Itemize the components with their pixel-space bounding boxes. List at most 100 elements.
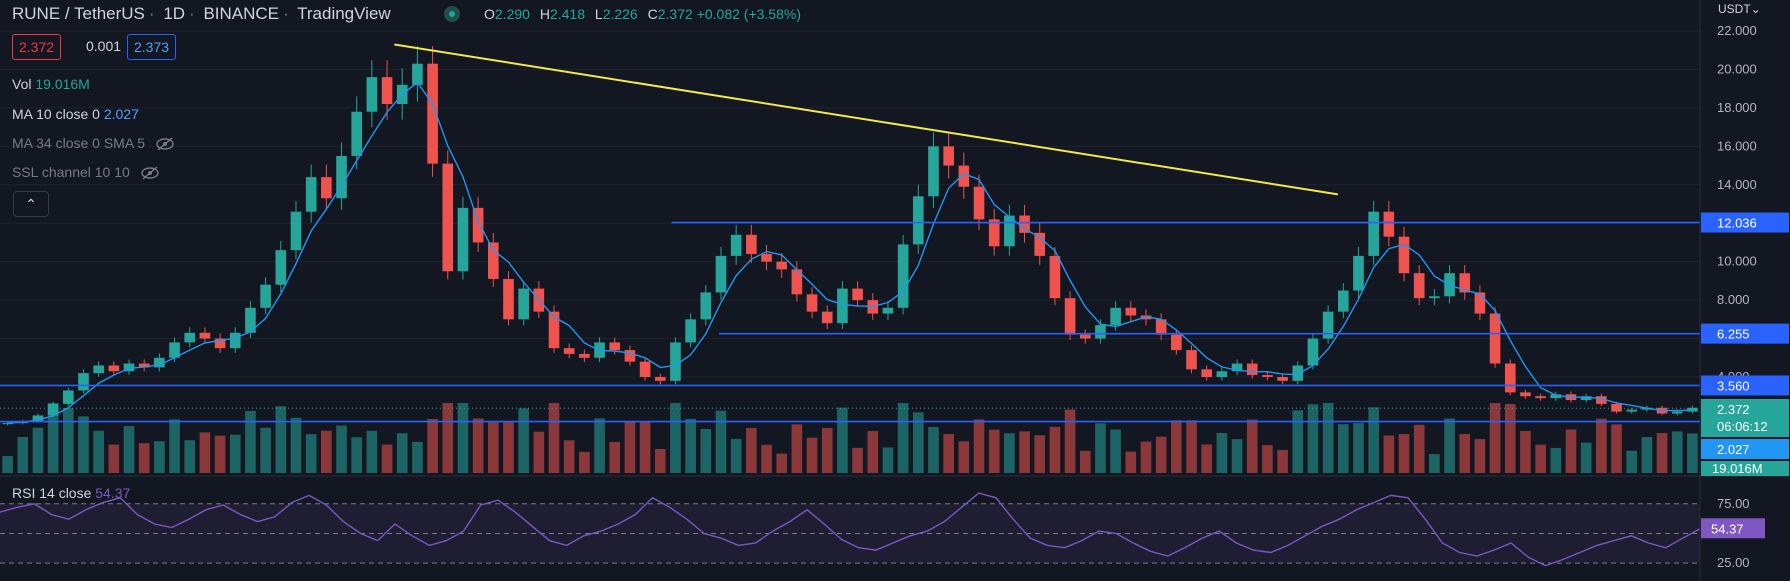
- candle-body: [1550, 394, 1562, 399]
- candle-body: [169, 342, 180, 358]
- candle-body: [1201, 369, 1213, 377]
- ma-10-line: [7, 81, 1693, 424]
- market-status-icon[interactable]: [444, 6, 460, 22]
- volume-bar: [1535, 444, 1546, 473]
- volume-bar: [381, 444, 393, 473]
- volume-bar: [1307, 404, 1319, 473]
- candle-body: [837, 288, 848, 324]
- rsi-tick-label: 25.00: [1717, 555, 1750, 570]
- y-tick-label: 18.000: [1717, 100, 1757, 115]
- level-mid-tag: 6.255: [1717, 327, 1750, 342]
- volume-bar: [1429, 454, 1440, 473]
- volume-bar: [1353, 423, 1364, 473]
- volume-bar: [169, 419, 180, 473]
- hidden-eye-icon[interactable]: [155, 137, 175, 151]
- candle-body: [427, 63, 438, 164]
- candle-body: [609, 342, 621, 351]
- level-mid-tag-bg: [1701, 323, 1789, 344]
- volume-bar: [806, 437, 818, 473]
- volume-bar: [563, 440, 575, 473]
- candle-body: [1504, 363, 1516, 393]
- volume-bar: [1049, 426, 1061, 473]
- volume-bar: [1231, 439, 1243, 473]
- candle-body: [821, 311, 833, 324]
- candle-body: [1611, 403, 1622, 412]
- volume-bars: [2, 403, 1698, 473]
- candle-body: [1004, 215, 1015, 247]
- vol-legend[interactable]: Vol 19.016M: [12, 76, 90, 92]
- y-tick-label: 16.000: [1717, 138, 1757, 153]
- candle-body: [1277, 377, 1288, 381]
- last-price-tag: 2.372: [1717, 402, 1750, 417]
- rsi-legend[interactable]: RSI 14 close 54.37: [12, 485, 131, 501]
- candle-body: [928, 146, 939, 197]
- volume-bar: [548, 403, 560, 473]
- volume-bar: [487, 422, 499, 473]
- candle-body: [138, 363, 150, 368]
- candle-body: [184, 332, 196, 343]
- candle-body: [1064, 298, 1076, 335]
- level-low-tag: 3.560: [1717, 378, 1750, 393]
- volume-bar: [1504, 403, 1516, 473]
- volume-bar: [1459, 433, 1471, 473]
- interval[interactable]: 1D: [163, 4, 186, 23]
- ohlc-values: O2.290 H2.418 L2.226 C2.372 +0.082 (+3.5…: [484, 6, 801, 22]
- low-value: 2.226: [602, 6, 638, 22]
- candle-body: [1034, 232, 1046, 256]
- candle-body: [563, 348, 575, 354]
- level-high-tag-bg: [1701, 212, 1789, 233]
- volume-bar: [396, 433, 408, 473]
- candle-body: [1687, 407, 1698, 412]
- volume-bar: [1565, 429, 1577, 473]
- volume-bar: [852, 447, 863, 473]
- ma34-legend[interactable]: MA 34 close 0 SMA 5: [12, 135, 175, 151]
- candle-body: [639, 361, 651, 377]
- ma-legend[interactable]: MA 10 close 0 2.027: [12, 106, 139, 122]
- volume-bar: [1641, 437, 1653, 473]
- price-axis[interactable]: 22.00020.00018.00016.00014.00012.00010.0…: [1699, 0, 1789, 581]
- rsi-tick-label: 75.00: [1717, 496, 1750, 511]
- candle-body: [791, 269, 803, 295]
- volume-bar: [260, 427, 271, 473]
- hidden-eye-icon[interactable]: [140, 166, 160, 180]
- candle-body: [487, 242, 499, 279]
- candle-body: [199, 332, 211, 339]
- volume-bar: [518, 408, 529, 473]
- volume-bar: [412, 441, 423, 473]
- volume-bar: [1171, 420, 1182, 473]
- sell-price-button[interactable]: 2.372: [12, 34, 62, 60]
- volume-bar: [715, 410, 727, 473]
- candle-body: [518, 288, 529, 320]
- candle-body: [1155, 319, 1167, 335]
- candle-body: [1368, 211, 1379, 256]
- volume-bar: [123, 426, 135, 473]
- volume-bar: [1656, 433, 1668, 473]
- candle-body: [336, 155, 347, 199]
- y-tick-label: 22.000: [1717, 23, 1757, 38]
- buy-price-button[interactable]: 2.373: [127, 34, 177, 60]
- horizontal-levels[interactable]: [0, 221, 1700, 423]
- ssl-legend[interactable]: SSL channel 10 10: [12, 164, 160, 180]
- candle-body: [1429, 296, 1440, 299]
- trendline[interactable]: [394, 43, 1339, 196]
- ma-value-tag: 2.027: [1717, 442, 1750, 457]
- candle-body: [1125, 307, 1137, 316]
- volume-bar: [62, 407, 74, 473]
- volume-bar: [1140, 441, 1152, 473]
- volume-bar: [457, 403, 469, 473]
- volume-bar: [1596, 418, 1607, 473]
- volume-bar: [594, 418, 605, 473]
- volume-bar: [108, 444, 120, 473]
- volume-bar: [1368, 407, 1379, 473]
- volume-bar: [746, 427, 757, 473]
- volume-tag: 19.016M: [1712, 461, 1763, 476]
- chevron-up-icon[interactable]: ⌃: [13, 191, 49, 217]
- currency-selector[interactable]: USDT⌄: [1718, 2, 1761, 16]
- candle-body: [1216, 371, 1228, 377]
- volume-bar: [912, 412, 924, 473]
- candle-body: [1019, 215, 1030, 233]
- candle-body: [1292, 365, 1304, 381]
- symbol-name[interactable]: RUNE / TetherUS: [12, 4, 145, 23]
- volume-bar: [1019, 431, 1030, 473]
